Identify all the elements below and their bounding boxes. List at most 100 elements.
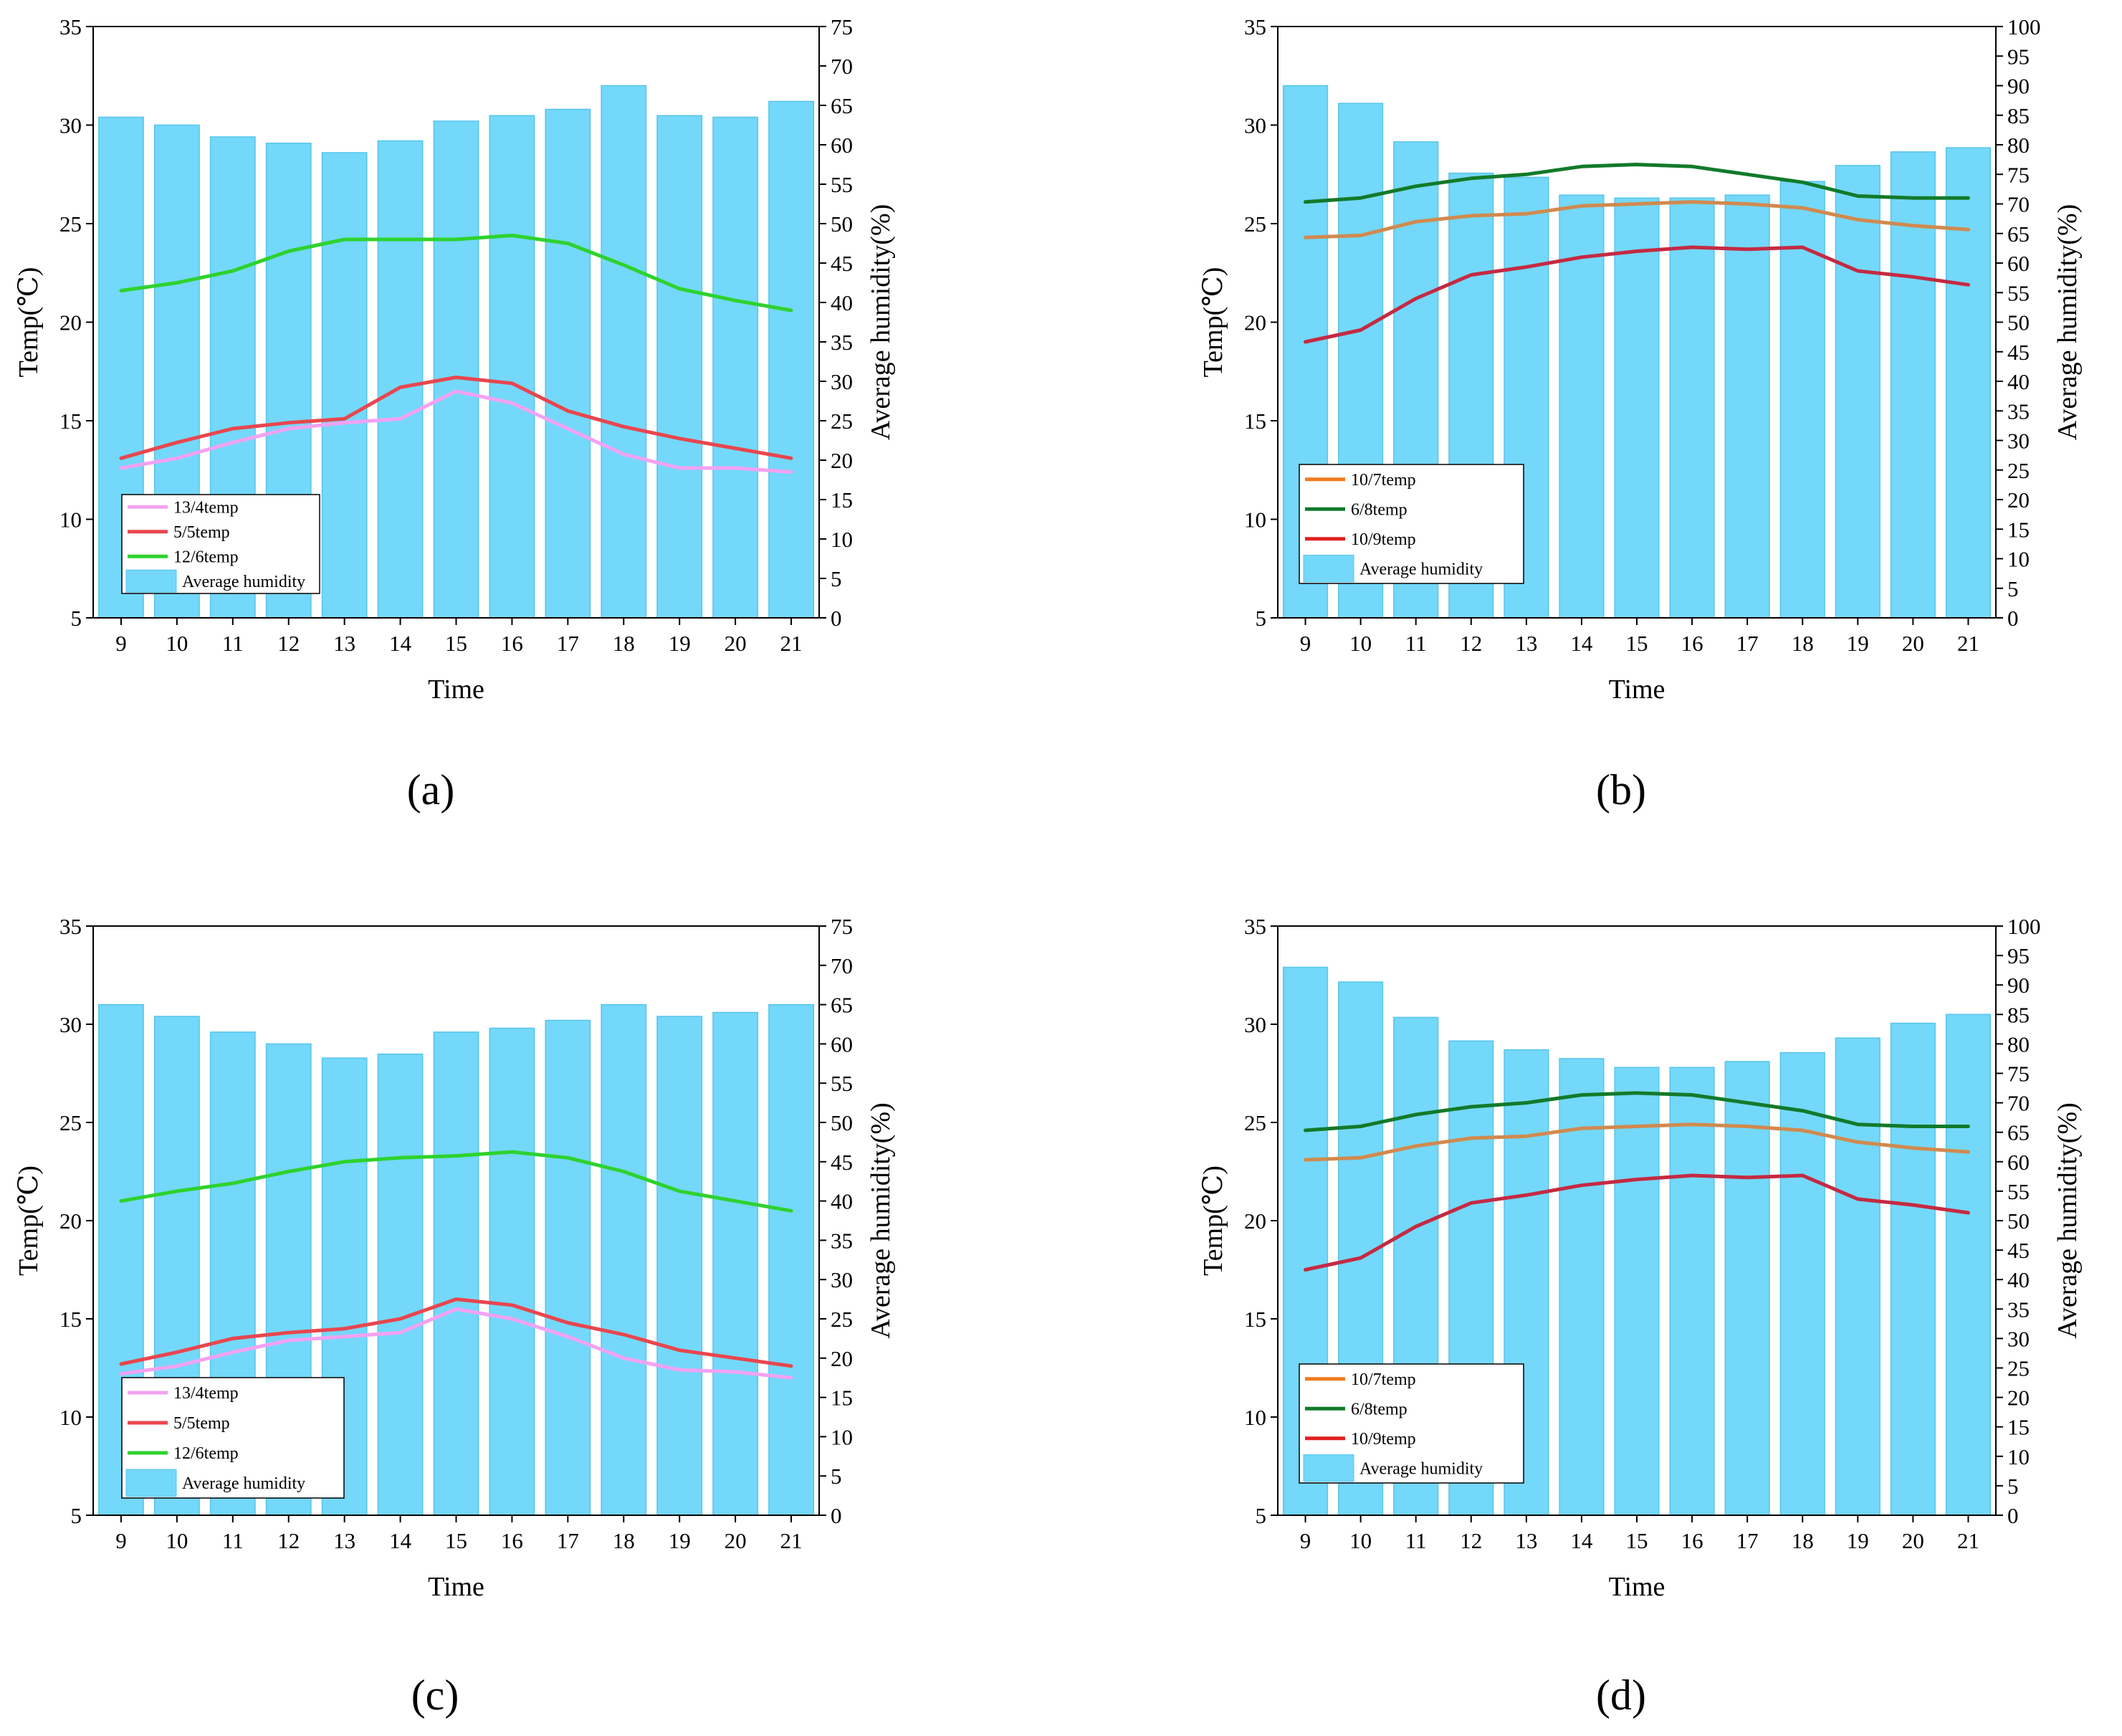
panel-label: (d): [1596, 1671, 1646, 1719]
y2-tick-label: 55: [2007, 1179, 2030, 1204]
x-axis-title: Time: [1609, 1572, 1665, 1602]
x-tick-label: 10: [166, 631, 188, 656]
x-tick-label: 20: [1902, 631, 1924, 656]
x-tick-label: 14: [389, 631, 412, 656]
legend-label: 5/5temp: [173, 1414, 230, 1433]
x-axis-title: Time: [1609, 674, 1665, 705]
y2-tick-label: 55: [831, 172, 853, 197]
legend-label: Average humidity: [1359, 1459, 1483, 1478]
x-tick-label: 19: [669, 631, 691, 656]
y2-tick-label: 35: [831, 1228, 853, 1253]
x-tick-label: 10: [1349, 631, 1372, 656]
x-tick-label: 15: [445, 1528, 467, 1553]
chart-panel-b: 5 10 15 20 25 30 35 0 5 10 15 20 25 30 35 40 45 50 55 60 65 7…: [1198, 14, 2083, 814]
humidity-bar-18: [1779, 1051, 1825, 1516]
x-tick-label: 16: [501, 631, 523, 656]
y2-tick-label: 80: [2007, 133, 2030, 158]
y-tick-label: 20: [59, 310, 82, 335]
humidity-bar-17: [1724, 194, 1770, 619]
series-line-13-4temp: [119, 389, 793, 474]
legend-label: 10/7temp: [1351, 1370, 1416, 1389]
x-tick-label: 14: [1570, 1528, 1593, 1553]
series-line-12-6temp: [119, 234, 793, 313]
chart-panel-d: 5 10 15 20 25 30 35 0 5 10 15 20 25 30 35 40 45 50 55 60 65 7…: [1198, 914, 2083, 1719]
x-tick-label: 10: [1349, 1528, 1372, 1553]
y2-tick-label: 45: [2007, 340, 2030, 365]
series-line-10-7temp: [1304, 1122, 1970, 1162]
x-axis-title: Time: [428, 1572, 484, 1602]
humidity-bar-16: [1669, 1067, 1715, 1516]
legend-label: 10/9temp: [1351, 1430, 1416, 1449]
y-tick-label: 35: [59, 914, 82, 939]
legend-swatch-bar: [125, 569, 177, 593]
humidity-bar-21: [1945, 1014, 1992, 1516]
humidity-bar-16: [1669, 197, 1715, 619]
x-tick-label: 21: [780, 1528, 803, 1553]
y2-tick-label: 45: [2007, 1238, 2030, 1263]
y2-tick-label: 30: [2007, 1326, 2030, 1351]
y-tick-label: 35: [1244, 14, 1266, 39]
y2-tick-label: 65: [2007, 221, 2030, 247]
y2-tick-label: 65: [2007, 1120, 2030, 1145]
y2-tick-label: 5: [831, 566, 842, 591]
x-tick-label: 18: [613, 631, 635, 656]
y2-tick-label: 45: [831, 1150, 853, 1175]
humidity-bar-18: [601, 1003, 647, 1516]
y2-tick-label: 90: [2007, 973, 2030, 998]
y2-tick-label: 60: [2007, 1150, 2030, 1175]
humidity-bar-14: [377, 1053, 424, 1516]
legend-label: Average humidity: [182, 573, 305, 591]
humidity-bar-19: [1835, 1037, 1880, 1516]
series-line-12-6temp: [119, 1150, 793, 1213]
y-tick-label: 15: [59, 1307, 82, 1332]
y2-tick-label: 55: [2007, 280, 2030, 305]
y2-axis-title: Average humidity(%): [866, 204, 896, 441]
legend-swatch-bar: [125, 1469, 177, 1497]
y-tick-label: 20: [1244, 310, 1266, 335]
series-line-13-4temp: [119, 1307, 793, 1380]
y2-tick-label: 55: [831, 1071, 853, 1096]
x-tick-label: 19: [669, 1528, 691, 1553]
y2-tick-label: 20: [2007, 1386, 2030, 1411]
legend: 13/4temp 5/5temp 12/6temp Average humidity: [121, 1377, 345, 1499]
legend-label: 10/7temp: [1351, 471, 1416, 490]
y-tick-label: 25: [1244, 1110, 1266, 1135]
legend: 10/7temp 6/8temp 10/9temp Average humidity: [1299, 1363, 1524, 1484]
y2-axis-title: Average humidity(%): [2052, 204, 2083, 441]
y2-tick-label: 30: [831, 369, 853, 394]
humidity-bar-15: [1614, 197, 1660, 619]
x-tick-label: 15: [1626, 1528, 1648, 1553]
y-tick-label: 25: [1244, 211, 1266, 237]
y-tick-label: 25: [59, 211, 82, 237]
y2-tick-label: 50: [831, 1110, 853, 1135]
y2-tick-label: 75: [831, 914, 853, 939]
x-tick-label: 12: [277, 1528, 300, 1553]
y-tick-label: 5: [1256, 1503, 1267, 1528]
series-line-10-7temp: [1304, 200, 1970, 239]
panel-label: (b): [1596, 766, 1646, 814]
y2-tick-label: 40: [2007, 369, 2030, 394]
y2-tick-label: 70: [831, 54, 853, 79]
x-tick-label: 9: [1300, 1528, 1311, 1553]
y2-tick-label: 10: [2007, 547, 2030, 572]
y-tick-label: 10: [59, 1405, 82, 1430]
series-line-5-5temp: [119, 376, 793, 460]
x-tick-label: 18: [1792, 631, 1814, 656]
humidity-bar-20: [1890, 1022, 1936, 1516]
y2-tick-label: 60: [831, 133, 853, 158]
y2-tick-label: 0: [2007, 1503, 2019, 1528]
humidity-bar-21: [1945, 147, 1992, 619]
x-tick-label: 18: [613, 1528, 635, 1553]
y2-tick-label: 70: [2007, 1091, 2030, 1116]
y2-tick-label: 20: [831, 448, 853, 473]
legend-label: 12/6temp: [173, 1444, 239, 1463]
humidity-bar-19: [656, 1016, 703, 1516]
y-tick-label: 5: [1256, 606, 1267, 631]
x-tick-label: 16: [501, 1528, 523, 1553]
humidity-bar-13: [321, 152, 368, 619]
humidity-bar-21: [768, 1003, 814, 1516]
y2-tick-label: 25: [2007, 458, 2030, 483]
y2-tick-label: 95: [2007, 44, 2030, 69]
x-tick-label: 11: [1405, 631, 1427, 656]
y-tick-label: 5: [71, 1503, 82, 1528]
